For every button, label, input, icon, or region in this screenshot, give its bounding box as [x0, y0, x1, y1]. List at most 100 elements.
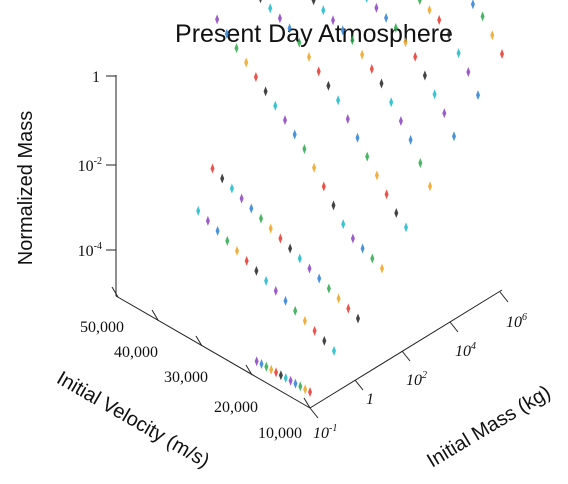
- data-point: [288, 375, 293, 386]
- x-tick-mark: [151, 309, 159, 321]
- data-point: [365, 151, 370, 162]
- data-point: [408, 134, 413, 145]
- data-point: [220, 173, 225, 184]
- z-tick-label: 1: [92, 69, 100, 86]
- data-point: [331, 200, 336, 211]
- y-axis-line: [309, 289, 503, 409]
- z-tick-label: 10-4: [78, 241, 102, 260]
- data-point: [259, 213, 263, 224]
- data-point: [336, 293, 341, 304]
- data-point: [264, 275, 269, 286]
- chart-title: Present Day Atmosphere: [175, 20, 453, 48]
- data-point: [379, 78, 384, 89]
- data-point: [215, 225, 220, 236]
- data-point: [480, 11, 485, 22]
- y-tick-label: 104: [455, 341, 476, 360]
- data-point: [500, 49, 504, 59]
- data-point: [403, 37, 408, 48]
- data-point: [326, 283, 331, 294]
- data-point: [356, 313, 360, 324]
- data-point: [470, 0, 475, 10]
- x-tick-label: 40,000: [114, 344, 158, 361]
- y-tick-label: 106: [506, 312, 527, 331]
- data-point: [380, 263, 384, 274]
- data-point: [326, 80, 331, 91]
- x-tick-mark: [245, 364, 253, 376]
- data-point: [442, 108, 447, 119]
- data-point: [341, 219, 346, 230]
- y-tick-label: 1: [366, 391, 374, 408]
- y-tick-label: 102: [406, 370, 427, 389]
- data-point: [254, 265, 259, 276]
- data-point: [350, 233, 355, 244]
- data-point: [293, 378, 298, 389]
- data-point: [490, 30, 495, 41]
- data-point: [331, 15, 335, 26]
- data-point: [283, 295, 288, 306]
- data-point: [239, 193, 244, 204]
- data-point: [278, 233, 283, 244]
- y-tick-mark: [499, 291, 509, 303]
- data-point: [196, 205, 201, 216]
- data-point: [404, 222, 408, 233]
- data-point: [283, 115, 287, 126]
- data-point: [374, 2, 379, 13]
- data-point: [317, 273, 322, 284]
- data-point: [394, 208, 399, 218]
- data-point: [225, 235, 230, 246]
- data-point: [269, 364, 274, 375]
- data-point: [234, 43, 239, 54]
- data-point: [298, 381, 303, 392]
- x-tick-label: 20,000: [214, 399, 258, 416]
- data-point: [287, 23, 292, 34]
- data-point: [302, 143, 307, 154]
- data-point: [254, 356, 259, 367]
- data-point: [432, 89, 437, 100]
- data-point: [384, 189, 389, 200]
- z-tick-label: 10-2: [78, 156, 102, 175]
- data-point: [264, 361, 269, 372]
- data-point: [370, 253, 375, 264]
- data-point: [308, 387, 312, 397]
- data-point: [312, 325, 317, 336]
- data-point: [253, 71, 258, 82]
- data-point: [292, 129, 297, 140]
- x-tick-label: 50,000: [80, 319, 124, 336]
- data-point: [278, 370, 283, 381]
- data-point: [393, 22, 398, 33]
- data-point: [365, 0, 368, 3]
- data-point: [205, 215, 210, 226]
- y-ticks: 10-1 1 102 104 106: [309, 291, 527, 442]
- data-point: [384, 12, 389, 23]
- data-point: [210, 163, 215, 174]
- data-point: [321, 5, 326, 16]
- z-ticks: 10-4 10-2 1: [78, 69, 116, 260]
- data-point: [311, 0, 316, 6]
- data-point: [297, 253, 302, 264]
- data-point: [224, 28, 229, 39]
- data-point: [452, 131, 456, 142]
- data-point: [312, 162, 317, 173]
- data-point: [297, 37, 302, 48]
- data-point: [360, 243, 365, 254]
- data-point: [303, 384, 308, 395]
- data-point: [350, 35, 355, 46]
- data-point: [283, 373, 288, 383]
- data-point: [249, 203, 254, 214]
- y-tick-mark: [449, 321, 459, 333]
- data-point: [456, 48, 461, 59]
- y-tick-mark: [401, 350, 411, 362]
- data-point: [263, 86, 268, 97]
- y-tick-mark: [309, 407, 319, 419]
- data-point: [268, 3, 273, 14]
- data-point: [417, 0, 422, 5]
- data-point: [273, 100, 278, 111]
- data-point: [259, 0, 262, 4]
- x-tick-mark: [195, 335, 203, 347]
- data-point: [355, 132, 360, 143]
- y-tick-label: 10-1: [313, 423, 337, 442]
- x-tick-mark: [111, 286, 119, 298]
- data-point: [293, 305, 298, 316]
- data-point: [413, 51, 418, 62]
